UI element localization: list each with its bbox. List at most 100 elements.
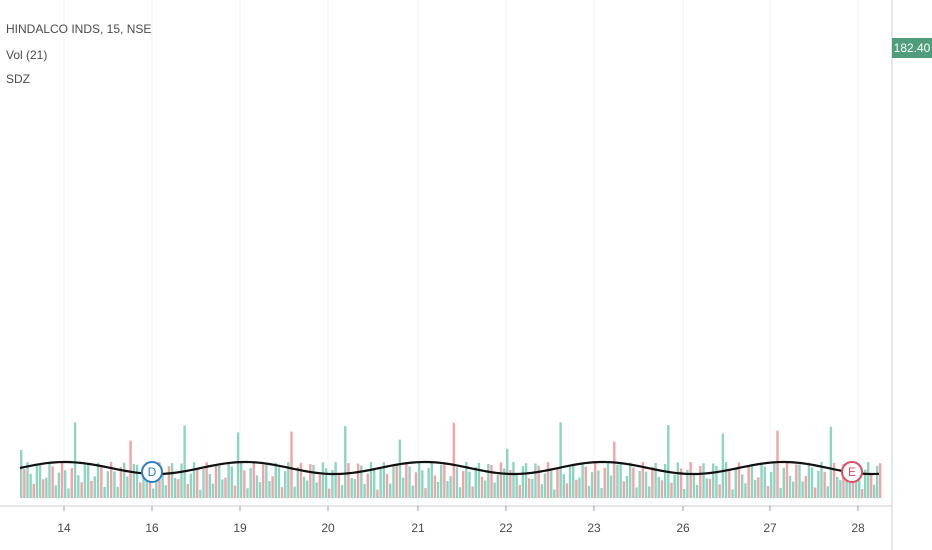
- volume-bar: [782, 467, 785, 498]
- x-tick-label: 23: [587, 521, 601, 535]
- last-price-badge: 182.40: [892, 38, 932, 58]
- volume-bar: [708, 478, 712, 498]
- volume-bar: [776, 430, 779, 498]
- volume-bar: [440, 464, 443, 498]
- volume-bar: [67, 488, 70, 498]
- volume-bar: [826, 486, 829, 498]
- volume-bar: [597, 470, 600, 498]
- volume-bar: [411, 485, 414, 498]
- volume-bar: [35, 465, 39, 498]
- volume-bar: [648, 486, 651, 498]
- volume-bar: [879, 463, 882, 498]
- volume-bar: [543, 473, 547, 498]
- volume-bar: [537, 465, 540, 498]
- volume-bar: [603, 467, 606, 498]
- volume-bar: [471, 486, 474, 498]
- volume-bar: [271, 476, 274, 498]
- volume-bar: [252, 462, 255, 498]
- volume-bar: [331, 470, 334, 498]
- volume-bar: [584, 466, 587, 498]
- volume-bar: [660, 480, 664, 498]
- volume-bar: [306, 480, 309, 498]
- volume-bar: [424, 488, 427, 498]
- volume-legend[interactable]: Vol (21): [6, 48, 48, 62]
- volume-bar: [502, 468, 506, 498]
- indicator-legend[interactable]: SDZ: [6, 72, 30, 86]
- volume-bar: [670, 482, 673, 498]
- volume-bar: [218, 463, 221, 498]
- volume-bar: [64, 470, 67, 498]
- volume-bar: [858, 468, 861, 498]
- volume-bar: [293, 486, 296, 498]
- volume-bar: [48, 463, 51, 498]
- earnings-badge-label: E: [848, 465, 856, 479]
- volume-bar: [142, 475, 145, 498]
- volume-ma-line: [19, 460, 880, 476]
- volume-bar: [382, 462, 386, 498]
- volume-bar: [836, 477, 839, 498]
- volume-bar: [155, 470, 158, 498]
- volume-bar: [493, 482, 496, 498]
- volume-bar: [814, 487, 817, 498]
- volume-bar: [870, 473, 873, 498]
- volume-bar: [398, 439, 402, 498]
- earnings-badge[interactable]: [841, 461, 863, 483]
- volume-bar: [521, 466, 525, 498]
- volume-bar: [689, 462, 692, 498]
- volume-bar: [299, 462, 303, 498]
- dividend-badge[interactable]: [141, 461, 163, 483]
- volume-bar: [344, 426, 347, 498]
- volume-bar: [695, 484, 699, 498]
- volume-bar: [246, 488, 249, 498]
- volume-bar: [356, 463, 360, 498]
- volume-bar: [839, 480, 842, 498]
- volume-bar: [744, 483, 747, 498]
- x-tick-label: 26: [676, 521, 690, 535]
- volume-bar: [715, 465, 718, 498]
- volume-bar: [199, 489, 202, 498]
- volume-bar: [83, 464, 87, 498]
- volume-bar: [20, 450, 23, 498]
- volume-bar: [318, 474, 321, 498]
- volume-bar: [243, 470, 246, 498]
- volume-bar: [277, 467, 281, 498]
- volume-bar: [779, 487, 782, 498]
- volume-bar: [876, 465, 879, 498]
- volume-bar: [414, 472, 418, 498]
- volume-bar: [692, 472, 696, 498]
- volume-bar: [632, 467, 635, 498]
- volume-bar: [867, 462, 870, 498]
- volume-bar: [609, 475, 613, 498]
- volume-bar: [705, 478, 708, 498]
- volume-bar: [249, 467, 252, 498]
- volume-bar: [829, 426, 833, 498]
- volume-bar: [174, 477, 177, 498]
- volume-bar: [578, 477, 581, 498]
- volume-bar: [240, 462, 243, 498]
- volume-bar: [462, 471, 465, 498]
- volume-bar: [395, 463, 398, 498]
- volume-bar: [421, 470, 424, 498]
- volume-bar: [673, 474, 676, 498]
- volume-bar: [122, 462, 126, 498]
- volume-bar: [152, 488, 155, 498]
- volume-bar: [70, 468, 73, 498]
- volume-bar: [287, 462, 290, 498]
- volume-bar: [180, 463, 183, 498]
- volume-bar: [129, 440, 132, 498]
- volume-bar: [480, 476, 484, 498]
- volume-bar: [418, 462, 421, 498]
- volume-bar: [132, 464, 136, 498]
- volume-bar: [196, 469, 199, 498]
- volume-bar: [638, 470, 641, 498]
- volume-bar: [205, 462, 208, 498]
- volume-bar: [864, 469, 867, 498]
- volume-bar: [851, 474, 855, 498]
- volume-bar: [679, 468, 683, 498]
- volume-bar: [139, 482, 142, 498]
- volume-bar: [766, 485, 770, 498]
- volume-bar: [455, 467, 459, 498]
- volume-bar: [60, 462, 64, 498]
- volume-bar: [167, 466, 171, 498]
